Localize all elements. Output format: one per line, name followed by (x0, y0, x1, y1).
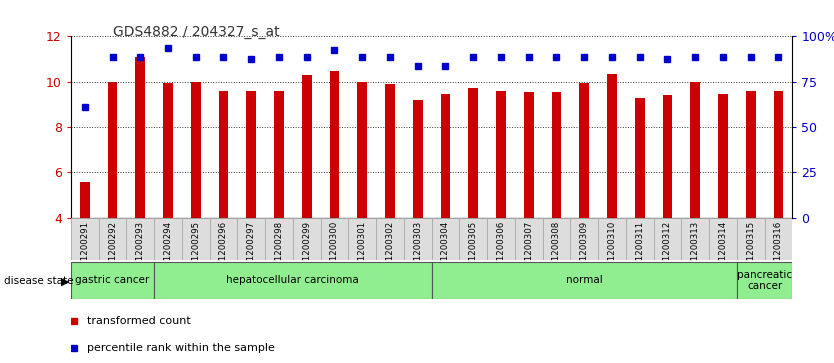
Text: GSM1200304: GSM1200304 (441, 221, 450, 280)
Bar (219, 91, 229, 218)
Text: disease state: disease state (4, 276, 73, 286)
FancyBboxPatch shape (709, 218, 736, 260)
Text: GSM1200311: GSM1200311 (636, 221, 644, 280)
Bar (274, 91, 284, 218)
FancyBboxPatch shape (71, 218, 98, 260)
Bar (329, 72, 339, 218)
Bar (607, 74, 617, 218)
Bar (80, 182, 89, 218)
Bar (662, 95, 672, 218)
Text: GSM1200316: GSM1200316 (774, 221, 783, 280)
Bar (774, 91, 783, 218)
Text: GSM1200300: GSM1200300 (330, 221, 339, 280)
Text: GSM1200293: GSM1200293 (136, 221, 145, 279)
FancyBboxPatch shape (598, 218, 626, 260)
Text: GSM1200313: GSM1200313 (691, 221, 700, 280)
FancyBboxPatch shape (376, 218, 404, 260)
Bar (191, 82, 201, 218)
Text: GSM1200299: GSM1200299 (302, 221, 311, 279)
Bar (496, 91, 505, 218)
Text: GSM1200295: GSM1200295 (191, 221, 200, 279)
Bar (691, 82, 700, 218)
Text: GSM1200303: GSM1200303 (413, 221, 422, 280)
FancyBboxPatch shape (404, 218, 432, 260)
FancyBboxPatch shape (238, 218, 265, 260)
Text: normal: normal (565, 276, 603, 285)
Bar (358, 82, 367, 218)
FancyBboxPatch shape (349, 218, 376, 260)
Text: hepatocellular carcinoma: hepatocellular carcinoma (227, 276, 359, 285)
Text: GDS4882 / 204327_s_at: GDS4882 / 204327_s_at (113, 25, 279, 40)
Bar (163, 83, 173, 218)
Text: percentile rank within the sample: percentile rank within the sample (87, 343, 274, 353)
Bar (413, 100, 423, 218)
Text: gastric cancer: gastric cancer (75, 276, 149, 285)
FancyBboxPatch shape (543, 218, 570, 260)
FancyBboxPatch shape (487, 218, 515, 260)
Bar (385, 84, 394, 218)
Bar (246, 91, 256, 218)
FancyBboxPatch shape (432, 218, 460, 260)
Text: pancreatic
cancer: pancreatic cancer (737, 270, 792, 291)
Text: GSM1200309: GSM1200309 (580, 221, 589, 279)
Text: GSM1200298: GSM1200298 (274, 221, 284, 279)
FancyBboxPatch shape (654, 218, 681, 260)
FancyBboxPatch shape (293, 218, 320, 260)
Bar (440, 94, 450, 218)
FancyBboxPatch shape (71, 262, 154, 299)
Bar (718, 94, 728, 218)
Text: ▶: ▶ (61, 276, 69, 286)
Text: GSM1200306: GSM1200306 (496, 221, 505, 280)
Bar (135, 57, 145, 218)
FancyBboxPatch shape (154, 262, 432, 299)
Text: GSM1200301: GSM1200301 (358, 221, 367, 280)
Text: GSM1200308: GSM1200308 (552, 221, 561, 280)
Bar (108, 82, 118, 218)
Text: GSM1200302: GSM1200302 (385, 221, 394, 280)
Text: GSM1200297: GSM1200297 (247, 221, 256, 279)
Text: GSM1200296: GSM1200296 (219, 221, 228, 279)
Text: GSM1200315: GSM1200315 (746, 221, 755, 280)
Bar (746, 91, 756, 218)
Bar (635, 98, 645, 218)
FancyBboxPatch shape (736, 262, 792, 299)
FancyBboxPatch shape (515, 218, 543, 260)
Text: GSM1200310: GSM1200310 (607, 221, 616, 280)
FancyBboxPatch shape (98, 218, 127, 260)
FancyBboxPatch shape (460, 218, 487, 260)
FancyBboxPatch shape (570, 218, 598, 260)
Bar (580, 83, 589, 218)
Text: GSM1200292: GSM1200292 (108, 221, 117, 279)
Text: GSM1200314: GSM1200314 (718, 221, 727, 280)
FancyBboxPatch shape (320, 218, 349, 260)
Text: GSM1200294: GSM1200294 (163, 221, 173, 279)
FancyBboxPatch shape (127, 218, 154, 260)
FancyBboxPatch shape (182, 218, 209, 260)
Bar (469, 89, 478, 218)
Text: GSM1200305: GSM1200305 (469, 221, 478, 280)
FancyBboxPatch shape (626, 218, 654, 260)
FancyBboxPatch shape (681, 218, 709, 260)
FancyBboxPatch shape (736, 218, 765, 260)
Text: GSM1200312: GSM1200312 (663, 221, 672, 280)
Bar (302, 75, 312, 218)
Bar (524, 92, 534, 218)
FancyBboxPatch shape (765, 218, 792, 260)
FancyBboxPatch shape (432, 262, 736, 299)
Bar (551, 92, 561, 218)
Text: GSM1200291: GSM1200291 (80, 221, 89, 279)
FancyBboxPatch shape (154, 218, 182, 260)
Text: transformed count: transformed count (87, 316, 190, 326)
Text: GSM1200307: GSM1200307 (525, 221, 533, 280)
FancyBboxPatch shape (265, 218, 293, 260)
FancyBboxPatch shape (209, 218, 238, 260)
